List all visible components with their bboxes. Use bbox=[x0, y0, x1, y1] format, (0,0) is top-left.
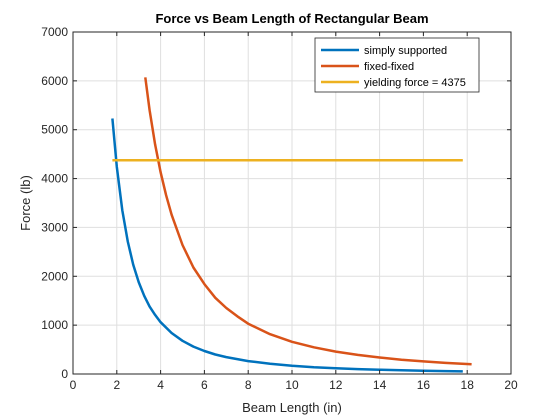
x-tick-label: 4 bbox=[157, 378, 164, 392]
legend: simply supported fixed-fixed yielding fo… bbox=[314, 37, 480, 93]
y-tick-label: 7000 bbox=[41, 25, 68, 39]
legend-label-simply-supported: simply supported bbox=[364, 45, 447, 57]
x-tick-label: 14 bbox=[373, 378, 387, 392]
ticks bbox=[72, 31, 512, 375]
y-axis-label: Force (lb) bbox=[18, 175, 33, 231]
x-tick-label: 0 bbox=[70, 378, 77, 392]
x-tick-label: 18 bbox=[461, 378, 475, 392]
x-tick-label: 8 bbox=[245, 378, 252, 392]
y-tick-label: 2000 bbox=[41, 269, 68, 283]
y-tick-label: 3000 bbox=[41, 220, 68, 234]
y-tick-label: 6000 bbox=[41, 74, 68, 88]
x-tick-label: 6 bbox=[201, 378, 208, 392]
y-tick-label: 4000 bbox=[41, 172, 68, 186]
x-tick-label: 20 bbox=[504, 378, 518, 392]
legend-label-fixed-fixed: fixed-fixed bbox=[364, 61, 414, 73]
x-axis-label: Beam Length (in) bbox=[242, 400, 342, 415]
y-tick-label: 5000 bbox=[41, 123, 68, 137]
series-line-simply-supported bbox=[111, 118, 463, 373]
legend-label-yielding-force: yielding force = 4375 bbox=[364, 77, 466, 89]
x-tick-label: 10 bbox=[285, 378, 299, 392]
series-group bbox=[111, 77, 472, 373]
x-tick-label: 16 bbox=[417, 378, 431, 392]
tick-labels: 0 2 4 6 8 10 12 14 16 18 20 0 1000 2000 3000 4000 5000 60… bbox=[41, 25, 518, 392]
y-tick-label: 1000 bbox=[41, 318, 68, 332]
x-tick-label: 2 bbox=[113, 378, 120, 392]
x-tick-label: 12 bbox=[329, 378, 343, 392]
y-tick-label: 0 bbox=[61, 367, 68, 381]
chart-title: Force vs Beam Length of Rectangular Beam bbox=[155, 11, 428, 26]
series-line-fixed-fixed bbox=[144, 77, 472, 366]
